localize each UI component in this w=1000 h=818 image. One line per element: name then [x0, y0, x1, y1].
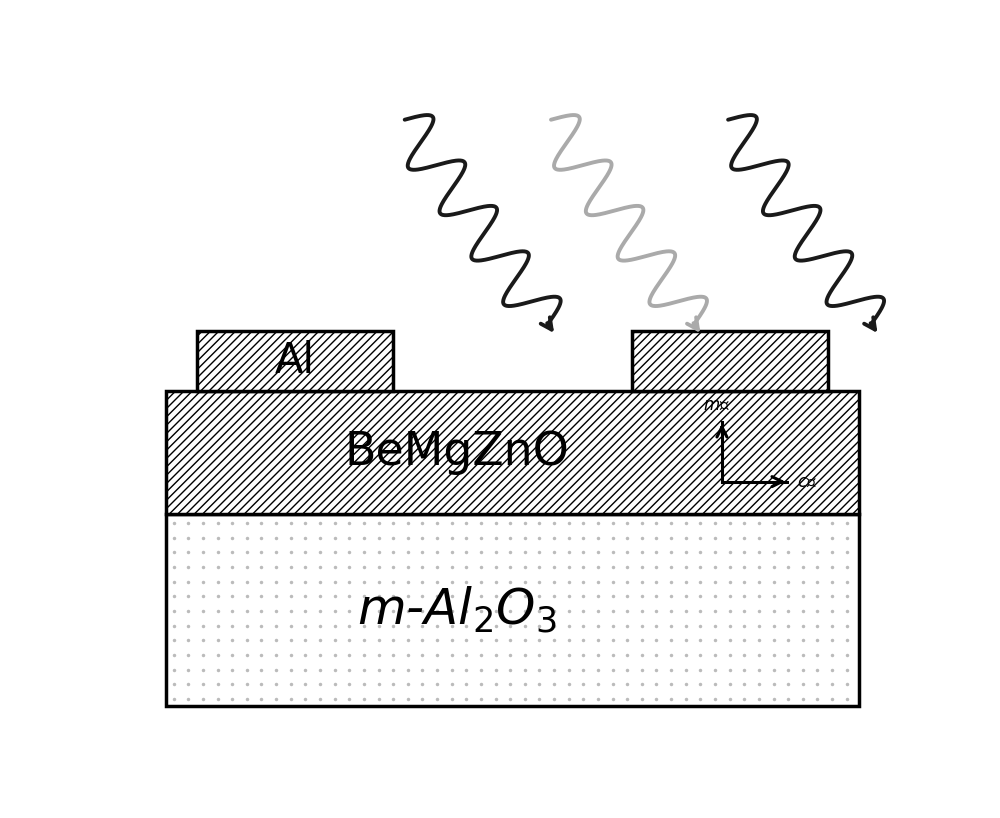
- Text: $m$轴: $m$轴: [703, 396, 730, 414]
- Text: $m$-Al$_2$O$_3$: $m$-Al$_2$O$_3$: [357, 585, 557, 636]
- Text: $c$轴: $c$轴: [797, 473, 816, 491]
- Bar: [166, 514, 859, 707]
- Text: Al: Al: [275, 339, 315, 382]
- Bar: [197, 330, 393, 391]
- Bar: [166, 391, 859, 514]
- Bar: [632, 330, 828, 391]
- Text: BeMgZnO: BeMgZnO: [345, 430, 569, 475]
